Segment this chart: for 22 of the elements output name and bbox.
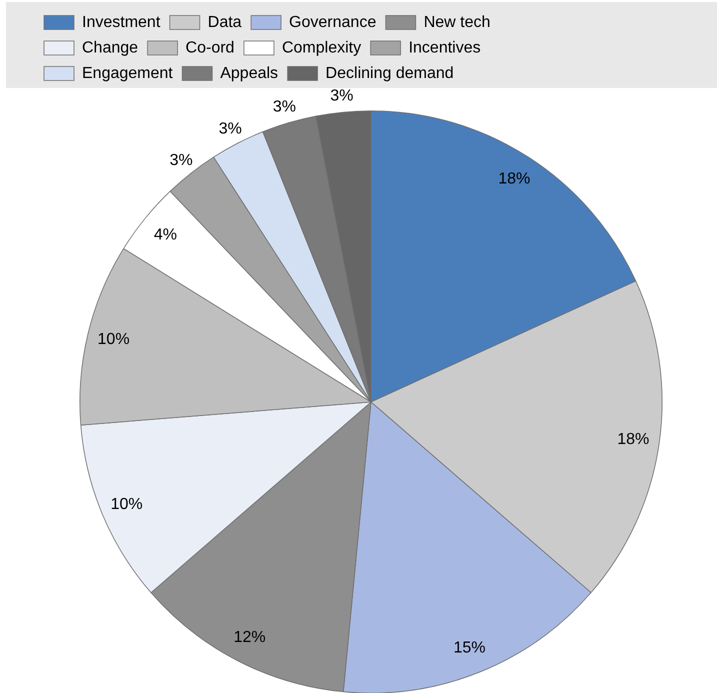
data-label: 10%	[110, 496, 143, 513]
data-label: 18%	[498, 170, 530, 188]
legend-label: Declining demand	[326, 64, 454, 82]
legend-label: Co-ord	[186, 39, 234, 56]
data-label: 3%	[272, 98, 296, 116]
data-label: 18%	[617, 431, 650, 448]
data-label: 3%	[170, 152, 193, 169]
legend-label: Incentives	[408, 39, 481, 56]
legend-label: Investment	[82, 14, 161, 31]
data-label: 3%	[218, 120, 242, 138]
data-label: 12%	[234, 628, 266, 646]
legend-label: Engagement	[82, 64, 174, 82]
legend-label: Data	[208, 14, 242, 31]
legend-label: Change	[82, 39, 138, 56]
legend-label: Appeals	[220, 64, 278, 82]
data-label: 15%	[453, 639, 486, 656]
legend-label: New tech	[424, 14, 490, 31]
legend-label: Governance	[289, 14, 376, 31]
data-label: 10%	[98, 330, 130, 348]
data-label: 4%	[154, 226, 177, 244]
legend-label: Complexity	[282, 39, 362, 56]
data-label: 3%	[330, 88, 354, 105]
